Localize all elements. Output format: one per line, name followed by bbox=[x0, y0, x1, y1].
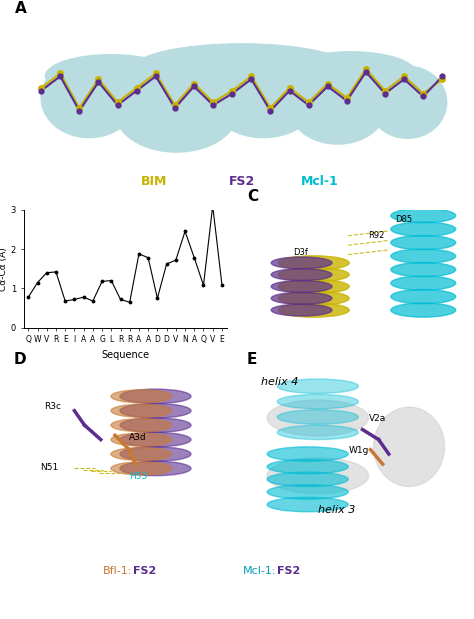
Ellipse shape bbox=[374, 407, 445, 487]
Ellipse shape bbox=[278, 303, 349, 317]
Ellipse shape bbox=[120, 433, 191, 447]
Ellipse shape bbox=[391, 236, 456, 249]
Ellipse shape bbox=[267, 497, 348, 512]
Text: FS2: FS2 bbox=[133, 566, 156, 576]
Ellipse shape bbox=[391, 262, 456, 277]
Ellipse shape bbox=[115, 72, 237, 152]
Ellipse shape bbox=[277, 410, 358, 424]
Ellipse shape bbox=[271, 269, 332, 280]
Text: V2a: V2a bbox=[368, 414, 386, 423]
X-axis label: Sequence: Sequence bbox=[101, 350, 149, 360]
Text: H53: H53 bbox=[129, 472, 147, 480]
Ellipse shape bbox=[46, 54, 176, 98]
Ellipse shape bbox=[111, 462, 172, 475]
Ellipse shape bbox=[41, 58, 137, 137]
Ellipse shape bbox=[267, 472, 348, 487]
Ellipse shape bbox=[120, 461, 191, 475]
Ellipse shape bbox=[271, 257, 332, 269]
Ellipse shape bbox=[267, 447, 348, 461]
Text: Bfl-1:: Bfl-1: bbox=[103, 566, 133, 576]
Ellipse shape bbox=[120, 418, 191, 433]
Text: R3c: R3c bbox=[44, 402, 61, 411]
Ellipse shape bbox=[267, 485, 348, 499]
Ellipse shape bbox=[111, 404, 172, 417]
Y-axis label: Cα-Cα (Å): Cα-Cα (Å) bbox=[0, 247, 8, 291]
Ellipse shape bbox=[391, 249, 456, 263]
Ellipse shape bbox=[120, 404, 191, 418]
Ellipse shape bbox=[278, 291, 349, 305]
Text: Mcl-1:: Mcl-1: bbox=[243, 566, 277, 576]
Text: D: D bbox=[14, 352, 26, 368]
Ellipse shape bbox=[278, 279, 349, 293]
Ellipse shape bbox=[285, 52, 416, 95]
Text: N51: N51 bbox=[40, 463, 58, 472]
Text: A3d: A3d bbox=[129, 433, 147, 441]
Ellipse shape bbox=[120, 447, 191, 461]
Ellipse shape bbox=[271, 292, 332, 304]
Ellipse shape bbox=[278, 267, 349, 282]
Ellipse shape bbox=[391, 303, 456, 317]
Text: W1g: W1g bbox=[348, 446, 369, 454]
Ellipse shape bbox=[267, 459, 348, 474]
Ellipse shape bbox=[209, 58, 318, 137]
Ellipse shape bbox=[271, 280, 332, 292]
Ellipse shape bbox=[111, 448, 172, 461]
Ellipse shape bbox=[120, 389, 191, 404]
Ellipse shape bbox=[391, 276, 456, 290]
Ellipse shape bbox=[290, 72, 386, 144]
Ellipse shape bbox=[277, 394, 358, 409]
Ellipse shape bbox=[278, 256, 349, 270]
Ellipse shape bbox=[391, 290, 456, 304]
Text: D3f: D3f bbox=[293, 248, 308, 257]
Ellipse shape bbox=[111, 390, 172, 403]
Ellipse shape bbox=[267, 400, 368, 436]
Text: BIM: BIM bbox=[141, 175, 168, 188]
Text: helix 4: helix 4 bbox=[261, 377, 299, 387]
Text: A: A bbox=[15, 1, 27, 15]
Text: helix 3: helix 3 bbox=[318, 505, 355, 515]
Text: R92: R92 bbox=[368, 231, 385, 240]
Ellipse shape bbox=[277, 379, 358, 394]
Ellipse shape bbox=[368, 66, 447, 138]
Text: E: E bbox=[247, 352, 257, 368]
Ellipse shape bbox=[391, 209, 456, 223]
Ellipse shape bbox=[111, 433, 172, 446]
Ellipse shape bbox=[111, 418, 172, 431]
Ellipse shape bbox=[133, 44, 351, 94]
Ellipse shape bbox=[391, 222, 456, 236]
Text: FS2: FS2 bbox=[277, 566, 300, 576]
Text: D85: D85 bbox=[395, 215, 412, 223]
Text: C: C bbox=[247, 189, 258, 204]
Text: Mcl-1: Mcl-1 bbox=[301, 175, 339, 188]
Ellipse shape bbox=[277, 425, 358, 439]
Ellipse shape bbox=[267, 457, 368, 494]
Ellipse shape bbox=[271, 304, 332, 316]
Text: FS2: FS2 bbox=[228, 175, 255, 188]
